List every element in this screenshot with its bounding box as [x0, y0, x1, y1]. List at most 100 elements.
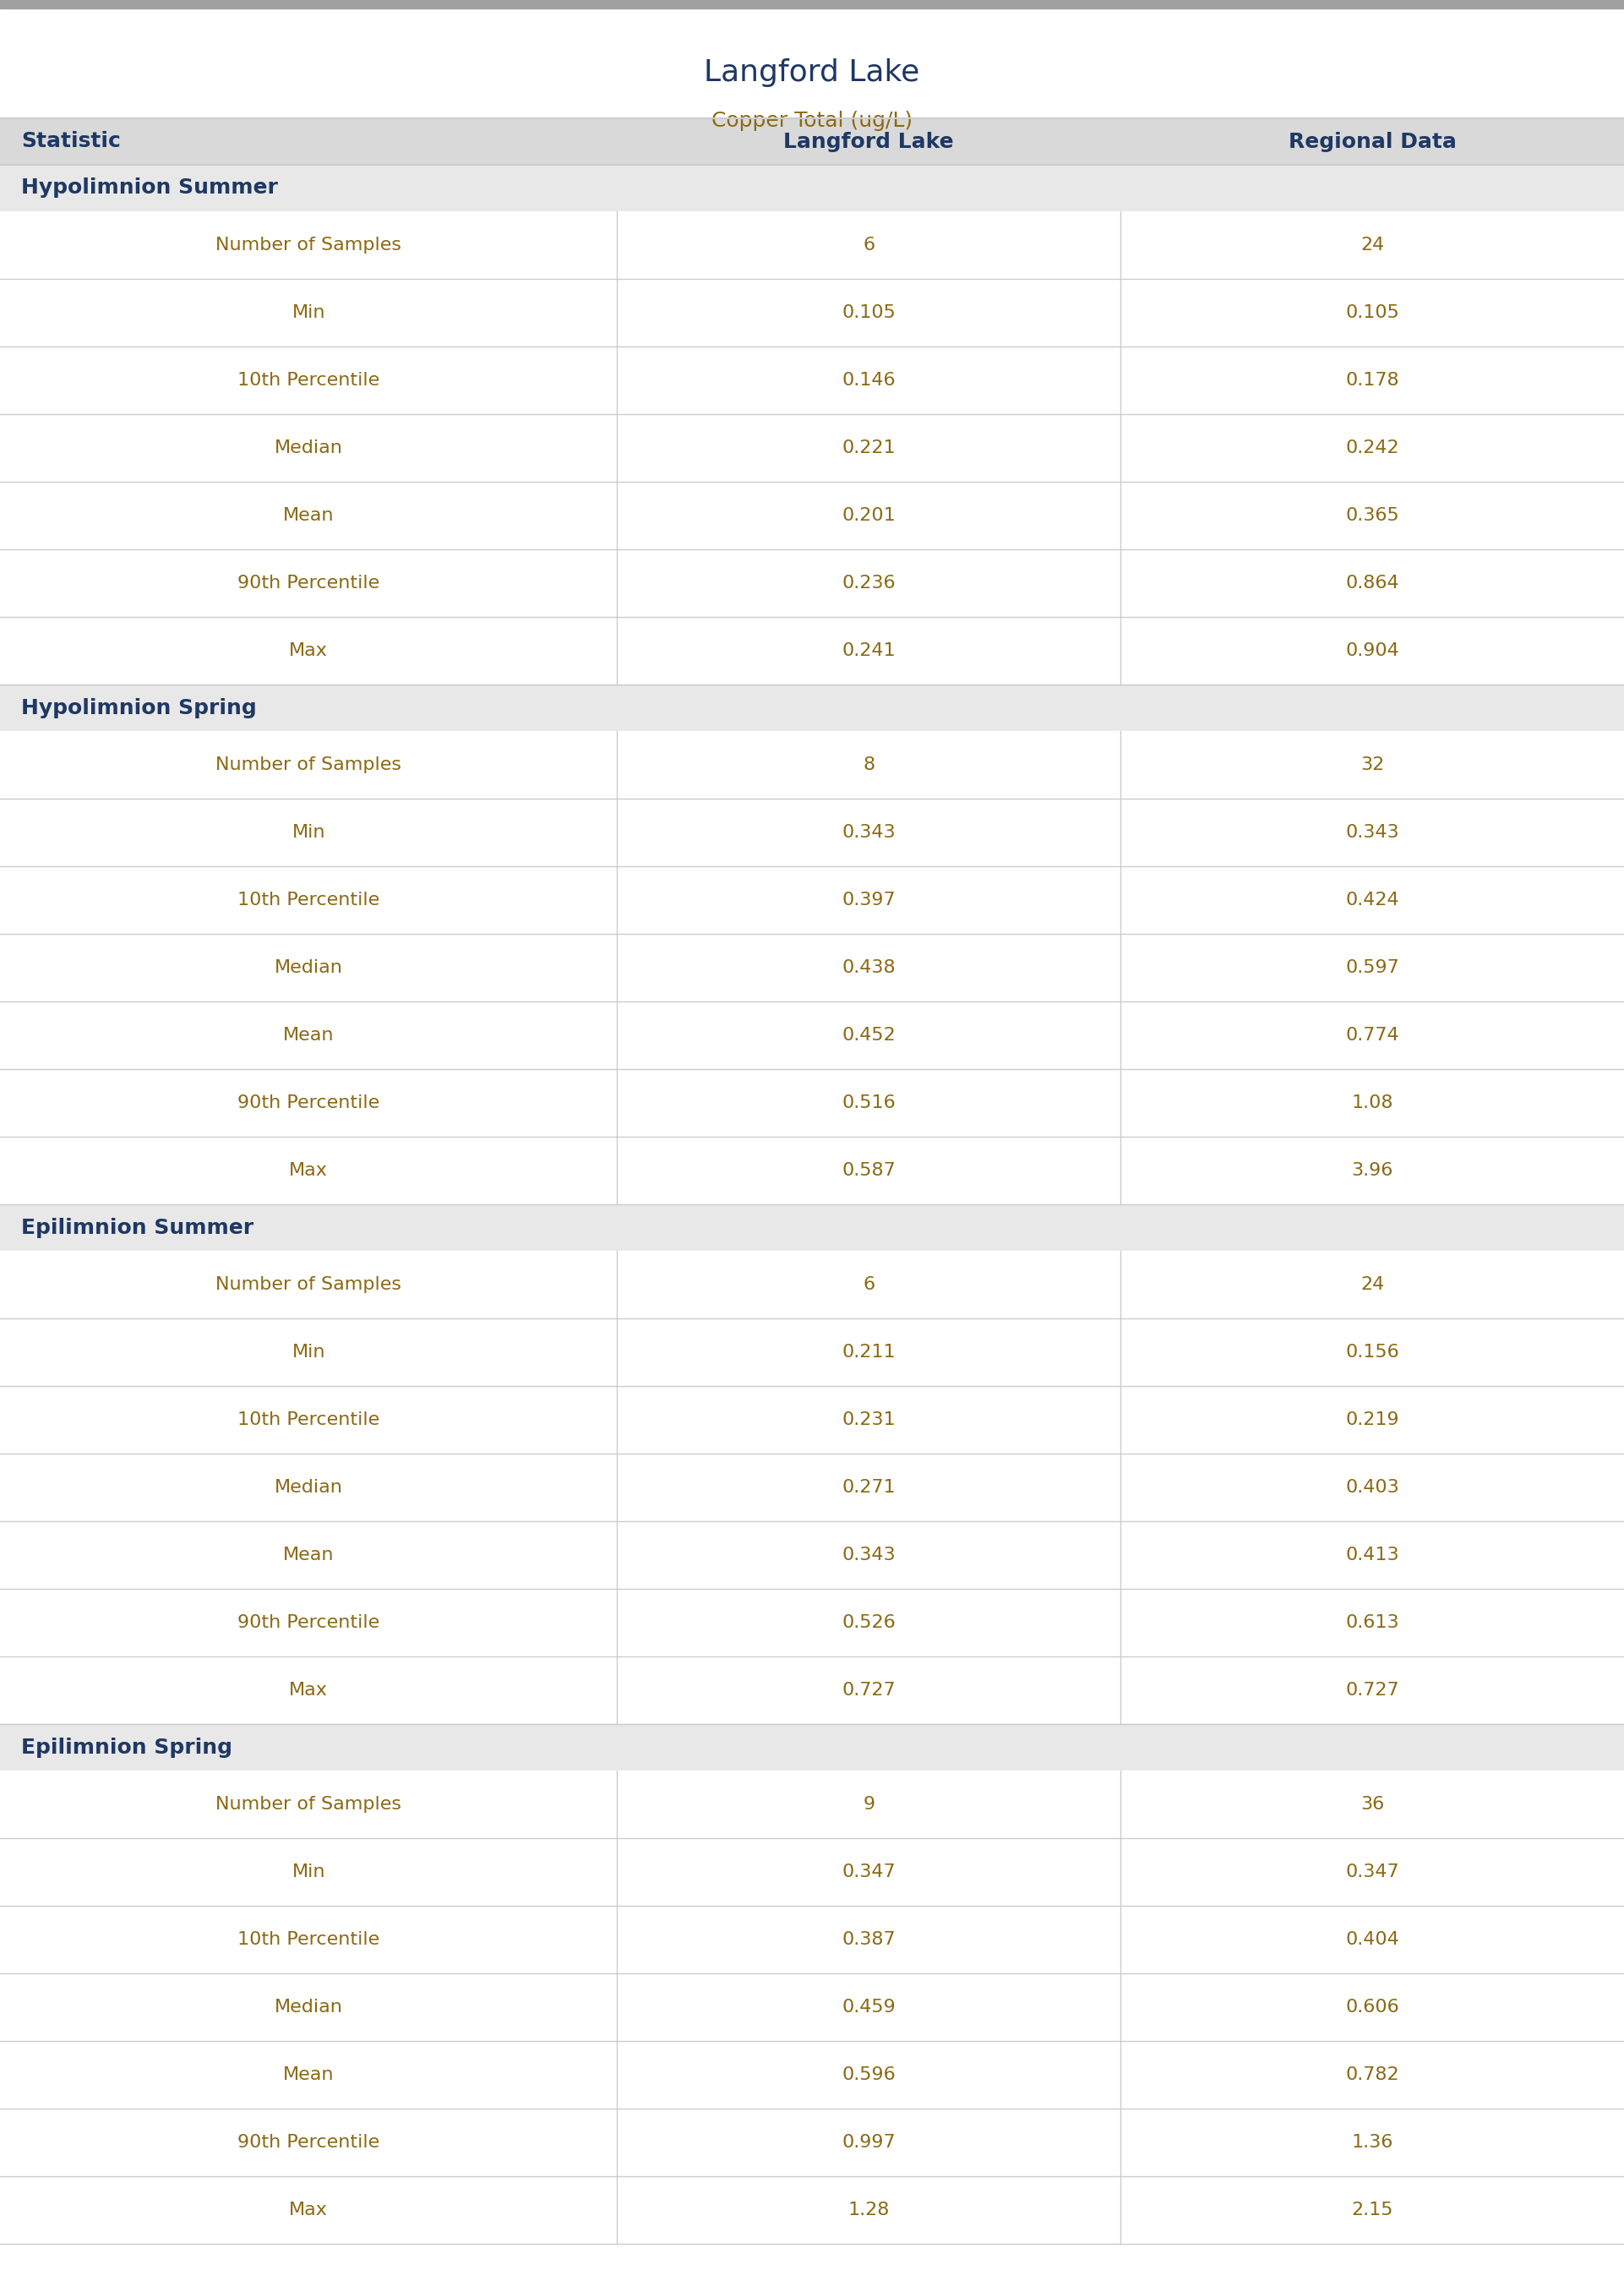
Text: 0.343: 0.343	[841, 1546, 896, 1564]
Text: 0.236: 0.236	[841, 574, 896, 592]
Text: Min: Min	[292, 304, 325, 320]
Bar	[0, 1205, 1624, 1251]
Text: 3.96: 3.96	[1351, 1162, 1393, 1178]
Text: Min: Min	[292, 824, 325, 840]
Text: 0.587: 0.587	[841, 1162, 896, 1178]
Text: 32: 32	[1361, 756, 1384, 774]
Text: 0.343: 0.343	[841, 824, 896, 840]
Text: Median: Median	[274, 1480, 343, 1496]
Bar	[0, 279, 1624, 347]
Bar	[0, 1001, 1624, 1069]
Text: 0.516: 0.516	[841, 1094, 896, 1112]
Text: Number of Samples: Number of Samples	[216, 756, 401, 774]
Text: 0.156: 0.156	[1345, 1344, 1400, 1360]
Text: 24: 24	[1361, 236, 1384, 254]
Text: 0.387: 0.387	[841, 1932, 896, 1948]
Bar	[0, 1319, 1624, 1387]
Text: 6: 6	[862, 236, 875, 254]
Bar	[0, 731, 1624, 799]
Bar	[0, 1589, 1624, 1657]
Text: 6: 6	[862, 1276, 875, 1294]
Text: 36: 36	[1361, 1796, 1384, 1814]
Text: Median: Median	[274, 1998, 343, 2016]
Text: 0.597: 0.597	[1345, 960, 1400, 976]
Text: 0.413: 0.413	[1345, 1546, 1400, 1564]
Bar	[0, 0, 1624, 9]
Text: 0.403: 0.403	[1345, 1480, 1400, 1496]
Bar	[0, 1723, 1624, 1771]
Text: 0.438: 0.438	[841, 960, 896, 976]
Text: 0.146: 0.146	[841, 372, 896, 388]
Bar	[0, 211, 1624, 279]
Bar	[0, 1387, 1624, 1453]
Bar	[0, 166, 1624, 211]
Bar	[0, 686, 1624, 731]
Text: Copper Total (ug/L): Copper Total (ug/L)	[711, 111, 913, 132]
Text: Mean: Mean	[283, 506, 335, 524]
Text: 1.28: 1.28	[848, 2202, 890, 2218]
Text: 90th Percentile: 90th Percentile	[237, 574, 380, 592]
Text: 0.782: 0.782	[1345, 2066, 1400, 2084]
Text: 0.727: 0.727	[1345, 1682, 1400, 1698]
Text: 0.365: 0.365	[1345, 506, 1400, 524]
Text: 0.404: 0.404	[1345, 1932, 1400, 1948]
Bar	[0, 799, 1624, 867]
Text: Max: Max	[289, 1682, 328, 1698]
Bar	[0, 2177, 1624, 2243]
Bar	[0, 549, 1624, 617]
Text: 0.774: 0.774	[1345, 1026, 1400, 1044]
Text: 0.271: 0.271	[841, 1480, 896, 1496]
Bar	[0, 2109, 1624, 2177]
Text: 1.36: 1.36	[1351, 2134, 1393, 2152]
Text: 0.242: 0.242	[1345, 440, 1400, 456]
Text: Mean: Mean	[283, 1026, 335, 1044]
Bar	[0, 1453, 1624, 1521]
Bar	[0, 413, 1624, 481]
Text: Min: Min	[292, 1344, 325, 1360]
Text: Epilimnion Summer: Epilimnion Summer	[21, 1217, 253, 1237]
Text: 0.526: 0.526	[841, 1614, 896, 1632]
Bar	[0, 1973, 1624, 2041]
Text: 0.343: 0.343	[1345, 824, 1400, 840]
Text: 9: 9	[862, 1796, 875, 1814]
Text: 0.904: 0.904	[1345, 642, 1400, 658]
Text: Statistic: Statistic	[21, 132, 120, 152]
Text: 1.08: 1.08	[1351, 1094, 1393, 1112]
Text: 0.221: 0.221	[841, 440, 896, 456]
Text: 0.864: 0.864	[1345, 574, 1400, 592]
Text: 0.211: 0.211	[841, 1344, 896, 1360]
Text: 0.459: 0.459	[841, 1998, 896, 2016]
Text: Number of Samples: Number of Samples	[216, 1276, 401, 1294]
Text: 0.105: 0.105	[841, 304, 896, 320]
Bar	[0, 1771, 1624, 1839]
Bar	[0, 1657, 1624, 1723]
Text: 0.219: 0.219	[1345, 1412, 1400, 1428]
Bar	[0, 1251, 1624, 1319]
Text: Hypolimnion Summer: Hypolimnion Summer	[21, 177, 278, 197]
Text: 10th Percentile: 10th Percentile	[237, 1412, 380, 1428]
Bar	[0, 1069, 1624, 1137]
Text: 0.613: 0.613	[1345, 1614, 1400, 1632]
Text: Regional Data: Regional Data	[1288, 132, 1457, 152]
Text: Median: Median	[274, 960, 343, 976]
Text: Max: Max	[289, 642, 328, 658]
Text: Mean: Mean	[283, 2066, 335, 2084]
Bar	[0, 2041, 1624, 2109]
Text: Langford Lake: Langford Lake	[705, 59, 919, 86]
Bar	[0, 867, 1624, 933]
Text: 90th Percentile: 90th Percentile	[237, 2134, 380, 2152]
Bar	[0, 1907, 1624, 1973]
Text: Max: Max	[289, 2202, 328, 2218]
Text: 0.596: 0.596	[841, 2066, 896, 2084]
Text: Langford Lake: Langford Lake	[784, 132, 953, 152]
Bar	[0, 118, 1624, 166]
Text: Epilimnion Spring: Epilimnion Spring	[21, 1737, 232, 1757]
Text: 0.727: 0.727	[841, 1682, 896, 1698]
Text: 0.241: 0.241	[841, 642, 896, 658]
Text: 24: 24	[1361, 1276, 1384, 1294]
Text: 0.201: 0.201	[841, 506, 896, 524]
Text: Median: Median	[274, 440, 343, 456]
Text: Number of Samples: Number of Samples	[216, 1796, 401, 1814]
Text: 0.347: 0.347	[1345, 1864, 1400, 1880]
Text: 90th Percentile: 90th Percentile	[237, 1614, 380, 1632]
